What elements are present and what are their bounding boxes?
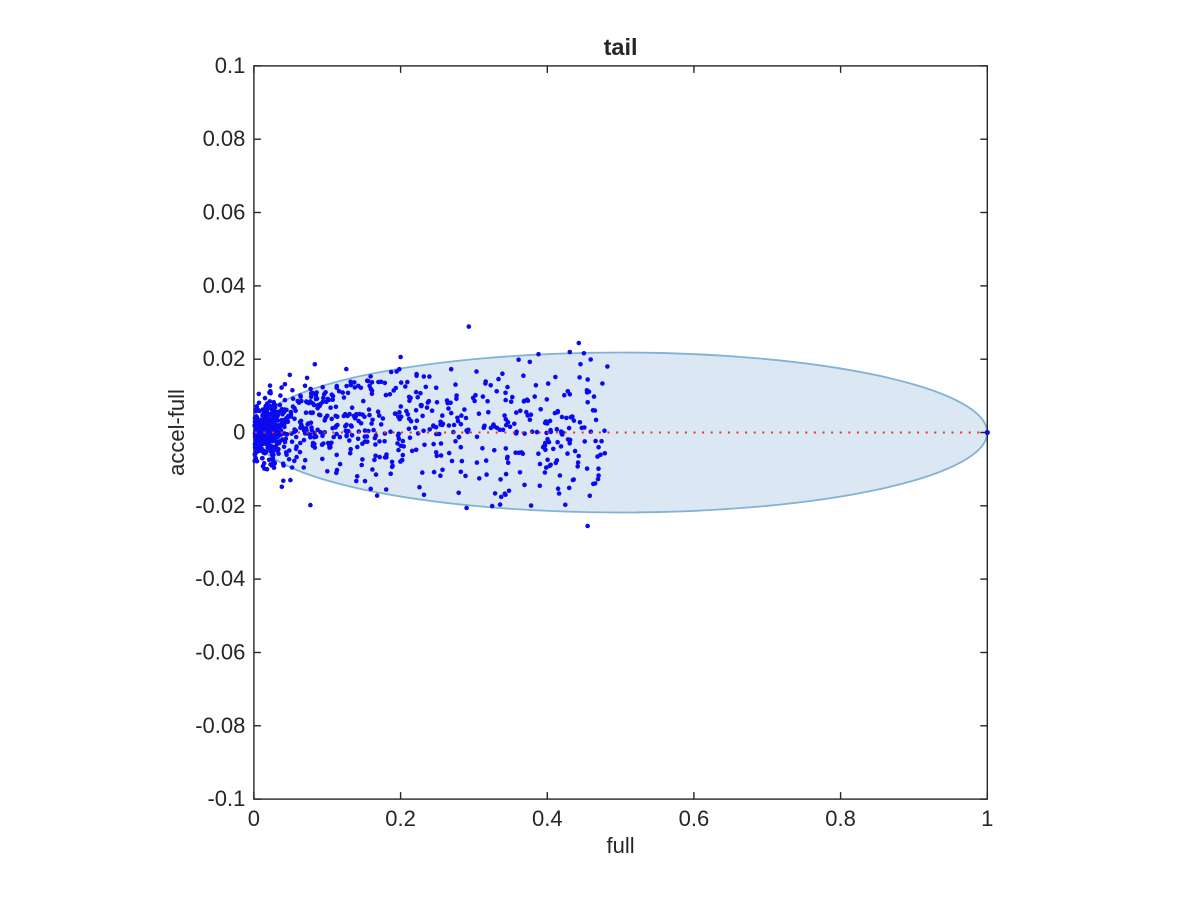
svg-text:1: 1: [981, 806, 993, 831]
svg-text:0.1: 0.1: [215, 53, 246, 78]
svg-text:tail: tail: [604, 34, 638, 60]
svg-text:0.4: 0.4: [532, 806, 563, 831]
svg-text:accel-full: accel-full: [164, 389, 189, 476]
svg-text:-0.02: -0.02: [195, 493, 245, 518]
svg-text:0.08: 0.08: [203, 126, 246, 151]
svg-text:0.2: 0.2: [385, 806, 416, 831]
svg-text:0.02: 0.02: [203, 346, 246, 371]
svg-text:0.04: 0.04: [203, 273, 246, 298]
svg-text:0: 0: [233, 420, 245, 445]
svg-text:-0.04: -0.04: [195, 566, 245, 591]
svg-text:-0.06: -0.06: [195, 640, 245, 665]
svg-text:-0.08: -0.08: [195, 713, 245, 738]
svg-text:0.6: 0.6: [679, 806, 710, 831]
svg-text:-0.1: -0.1: [207, 786, 245, 811]
svg-text:full: full: [607, 833, 635, 858]
svg-text:0: 0: [248, 806, 260, 831]
svg-text:0.8: 0.8: [825, 806, 856, 831]
svg-text:0.06: 0.06: [203, 200, 246, 225]
